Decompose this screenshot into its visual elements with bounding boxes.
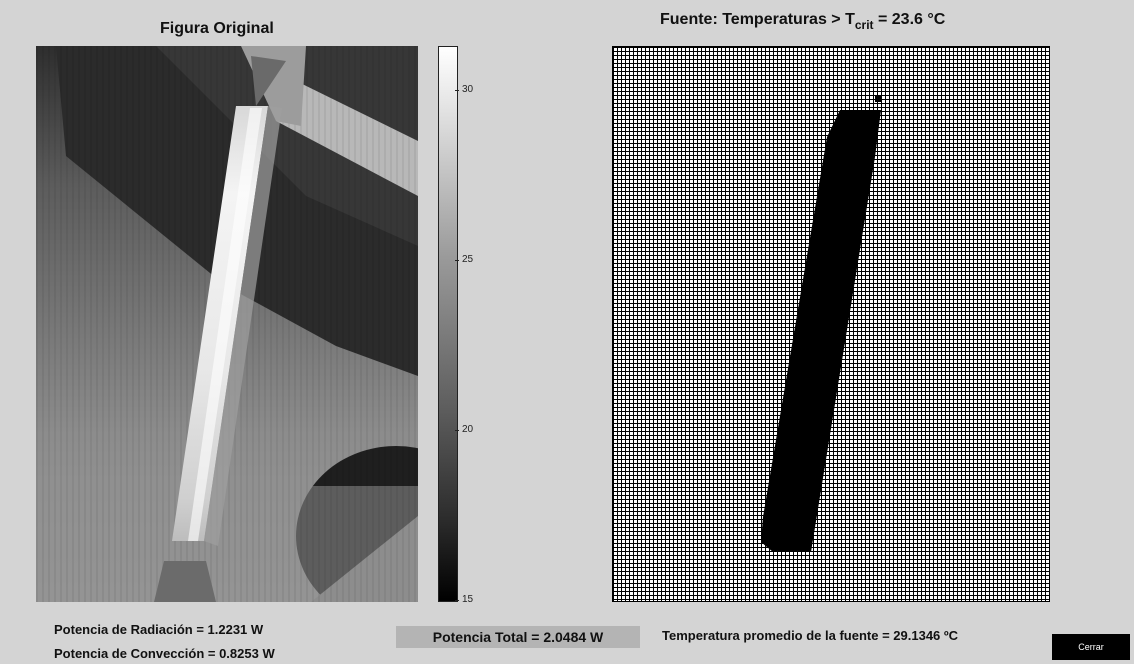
radiation-power-text: Potencia de Radiación = 1.2231 W [54,622,264,637]
average-temperature-text: Temperatura promedio de la fuente = 29.1… [662,628,959,643]
thermal-image [36,46,418,602]
colorbar-tick [455,600,459,601]
colorbar-label-30: 30 [462,84,474,95]
colorbar-label-20: 20 [462,424,474,435]
close-button[interactable]: Cerrar [1052,634,1130,660]
colorbar-tick [455,430,459,431]
colorbar-tick [455,90,459,91]
colorbar-tick [455,260,459,261]
hot-source-region [761,110,881,552]
original-figure-title: Figura Original [160,20,274,37]
total-power-text: Potencia Total = 2.0484 W [432,629,604,645]
source-title-sub: crit [854,18,874,32]
temperature-colorbar [438,46,458,602]
convection-power-text: Potencia de Convección = 0.8253 W [54,646,275,661]
source-title-suffix: = 23.6 °C [873,11,946,28]
hot-pixel [875,95,881,102]
total-power-box: Potencia Total = 2.0484 W [396,626,640,648]
source-title-prefix: Fuente: Temperaturas > T [660,11,855,28]
colorbar-label-15: 15 [462,594,474,605]
source-figure-title: Fuente: Temperaturas > Tcrit = 23.6 °C [660,11,945,32]
colorbar-label-25: 25 [462,254,474,265]
threshold-grid [612,46,1050,602]
